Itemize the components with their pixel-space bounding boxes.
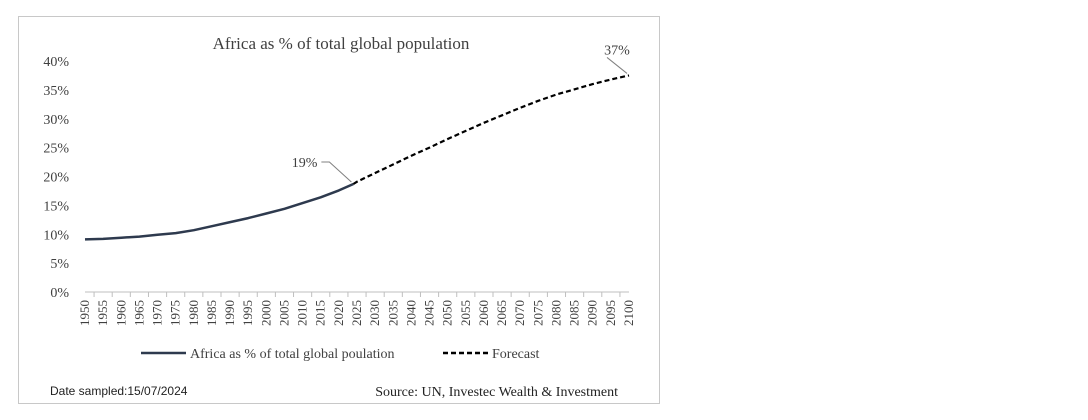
x-tick-label: 2070	[512, 300, 527, 326]
x-tick-label: 2065	[494, 300, 509, 326]
x-tick-label: 1995	[240, 300, 255, 326]
series-layer	[84, 74, 630, 241]
forecast-line	[352, 74, 630, 185]
x-tick-label: 2050	[440, 300, 455, 326]
annotation-leader	[606, 57, 628, 74]
x-tick-label: 2085	[567, 300, 582, 326]
x-tick-label: 1965	[131, 300, 146, 326]
x-tick-label: 1985	[204, 300, 219, 326]
x-tick-label: 2030	[367, 300, 382, 326]
x-tick-label: 2020	[331, 300, 346, 326]
y-tick-label: 20%	[43, 171, 69, 186]
x-tick-label: 2025	[349, 300, 364, 326]
x-tick-label: 2080	[548, 300, 563, 326]
x-tick-label: 2075	[530, 300, 545, 326]
x-tick-label: 2035	[385, 300, 400, 326]
x-tick-label: 1970	[150, 300, 165, 326]
line-chart: Africa as % of total global population 0…	[43, 34, 636, 400]
legend-label-forecast: Forecast	[492, 347, 540, 362]
source-note: Source: UN, Investec Wealth & Investment	[375, 385, 618, 400]
x-tick-label: 2005	[276, 300, 291, 326]
x-tick-label: 1950	[77, 300, 92, 326]
annotation-layer: 19% 37%	[292, 43, 630, 183]
y-tick-label: 35%	[43, 84, 69, 99]
date-sampled: Date sampled:15/07/2024	[50, 384, 188, 398]
y-tick-label: 25%	[43, 142, 69, 157]
actual-line	[84, 182, 354, 241]
x-tick-label: 2015	[313, 300, 328, 326]
x-tick-label: 2090	[585, 300, 600, 326]
x-tick-label: 1990	[222, 300, 237, 326]
x-tick-label: 1980	[186, 300, 201, 326]
annotation-leader	[321, 161, 352, 183]
x-tick-label: 2045	[422, 300, 437, 326]
y-tick-label: 30%	[43, 113, 69, 128]
x-axis: 1950 1955 1960 1965 1970 1975 1980 1985 1990 1995…	[77, 291, 636, 326]
chart-title: Africa as % of total global population	[213, 34, 470, 53]
y-tick-label: 10%	[43, 228, 69, 243]
x-tick-label: 2055	[458, 300, 473, 326]
chart-panel: Africa as % of total global population 0…	[18, 16, 660, 404]
annotation-label: 19%	[292, 156, 318, 171]
y-tick-label: 40%	[43, 55, 69, 70]
x-tick-label: 2060	[476, 300, 491, 326]
x-tick-label: 2000	[258, 300, 273, 326]
x-tick-label: 2095	[603, 300, 618, 326]
y-tick-label: 5%	[50, 257, 69, 272]
x-tick-label: 1955	[95, 300, 110, 326]
x-tick-label: 2010	[295, 300, 310, 326]
x-tick-label: 2100	[621, 300, 636, 326]
x-tick-label: 1960	[113, 300, 128, 326]
legend-label-actual: Africa as % of total global poulation	[190, 347, 395, 362]
x-tick-label: 2040	[403, 300, 418, 326]
y-tick-label: 0%	[50, 286, 69, 301]
annotation-label: 37%	[604, 43, 630, 58]
y-tick-label: 15%	[43, 199, 69, 214]
x-tick-label: 1975	[168, 300, 183, 326]
y-axis: 0% 5% 10% 15% 20% 25% 30% 35% 40%	[43, 55, 69, 301]
chart-legend: Africa as % of total global poulation Fo…	[141, 347, 540, 362]
